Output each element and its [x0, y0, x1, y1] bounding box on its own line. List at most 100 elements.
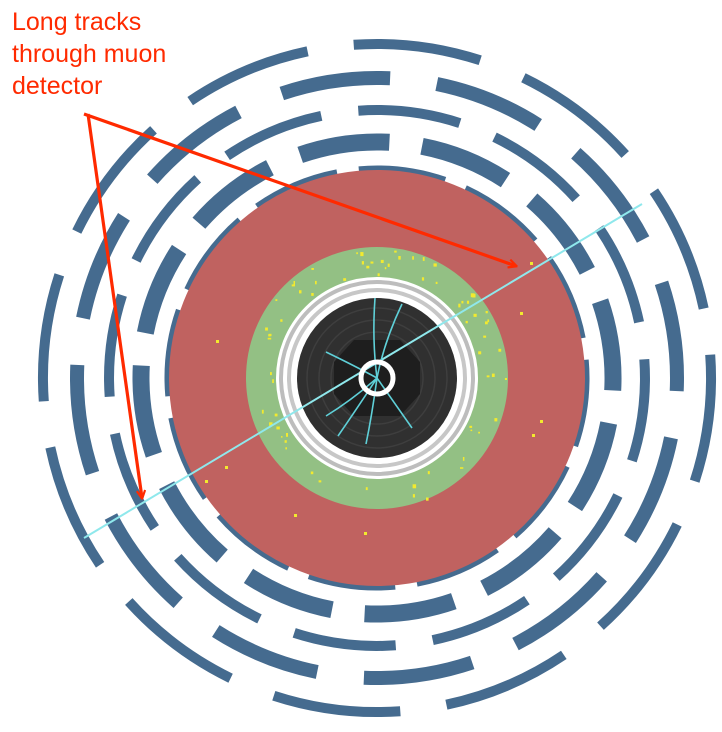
energy-deposit [394, 250, 397, 253]
muon-chamber-segment [353, 39, 482, 66]
solenoid-ring-inner [287, 288, 467, 468]
muon-chamber-segment [431, 596, 530, 645]
muon-chamber-segment [597, 522, 682, 630]
muon-chamber-segment [521, 73, 629, 158]
muon-chamber-segment [174, 553, 262, 624]
energy-deposit [485, 321, 488, 325]
interaction-point [358, 359, 396, 397]
muon-chamber-segment [45, 446, 105, 568]
energy-deposit [520, 312, 523, 315]
energy-deposit [465, 320, 468, 324]
arrow-icon [83, 112, 516, 266]
annotation-label: Long tracks through muon detector [12, 6, 232, 102]
energy-deposit [216, 340, 219, 343]
energy-deposit [366, 265, 370, 269]
muon-chamber-segment [624, 436, 678, 543]
energy-deposit [532, 434, 535, 437]
annotation-line-1: Long tracks [12, 8, 142, 36]
energy-deposit [504, 378, 507, 380]
em-calorimeter [246, 247, 508, 509]
muon-chamber-segment [552, 493, 623, 581]
muon-chamber-segment [492, 132, 580, 203]
muon-chamber-segment [110, 432, 159, 531]
energy-deposit [530, 262, 533, 265]
muon-chamber-segment [243, 568, 334, 619]
energy-deposit [466, 300, 470, 304]
solenoid-ring-outer [279, 280, 475, 476]
energy-deposits [205, 250, 543, 535]
muon-chamber-segment [627, 358, 650, 463]
energy-deposit [485, 311, 488, 314]
annotation-line-2: through muon [12, 40, 167, 68]
tracker-layers [306, 307, 448, 449]
annotation-line-3: detector [12, 72, 103, 100]
energy-deposit [460, 467, 464, 469]
energy-deposit [540, 420, 543, 423]
muon-chamber-segment [104, 513, 183, 608]
energy-deposit [293, 281, 295, 285]
energy-deposit [462, 457, 465, 461]
muon-chamber-segment [132, 365, 162, 458]
energy-deposit [299, 290, 302, 294]
energy-deposit [311, 293, 314, 296]
energy-deposit [280, 319, 283, 322]
energy-deposit [270, 372, 272, 376]
energy-deposit [494, 418, 498, 422]
muon-chamber-segment [571, 148, 650, 243]
energy-deposit [276, 426, 280, 430]
energy-deposit [461, 300, 464, 304]
energy-deposit [426, 497, 429, 501]
muon-chamber-segment [292, 628, 397, 651]
energy-deposit [498, 348, 502, 352]
energy-deposit [370, 261, 374, 264]
energy-deposit [478, 431, 480, 434]
energy-deposit [361, 261, 364, 265]
muon-chamber-segment [592, 298, 622, 391]
energy-deposit [365, 487, 368, 491]
arrow-icon [86, 113, 142, 498]
muon-chamber-segment [212, 625, 319, 679]
energy-deposit [458, 303, 461, 308]
muon-chamber-segment [72, 126, 157, 234]
energy-deposit [380, 259, 384, 263]
energy-deposit [281, 436, 283, 438]
energy-deposit [473, 313, 477, 317]
muon-chamber-segment [38, 273, 65, 402]
energy-deposit [285, 447, 287, 450]
energy-deposit [412, 494, 415, 497]
muon-chamber-segment [363, 655, 475, 685]
muon-chamber-segment [526, 193, 595, 275]
muon-chamber-segment [192, 160, 274, 229]
energy-deposit [267, 337, 272, 340]
muon-chamber-segment [136, 244, 187, 335]
muon-chamber-segment [70, 364, 100, 476]
energy-deposit [294, 514, 297, 517]
muon-chamber-segment [595, 225, 644, 324]
energy-deposit [272, 379, 274, 383]
energy-deposit [422, 257, 425, 261]
energy-deposit [384, 267, 387, 270]
inner-tracks [325, 297, 413, 445]
energy-deposit [275, 299, 278, 301]
muon-chamber-segment [480, 527, 562, 596]
energy-deposit [433, 263, 437, 267]
energy-deposit [486, 375, 490, 378]
energy-deposit [483, 335, 487, 338]
energy-deposit [310, 471, 314, 475]
muon-chamber-segment [131, 175, 202, 263]
energy-deposit [291, 284, 295, 287]
muon-chamber-segment [147, 105, 242, 184]
muon-chamber-segment [187, 46, 309, 106]
muon-chamber-segment [435, 77, 542, 131]
energy-deposit [311, 268, 314, 270]
energy-deposit [398, 256, 401, 260]
muon-chamber-segment [224, 111, 323, 160]
energy-deposit [274, 413, 278, 417]
energy-deposit [318, 480, 322, 483]
energy-deposit [268, 333, 272, 337]
energy-deposit [491, 373, 495, 377]
hadron-calorimeter [169, 170, 585, 586]
energy-deposit [377, 273, 380, 277]
muon-chamber-segment [512, 572, 607, 651]
